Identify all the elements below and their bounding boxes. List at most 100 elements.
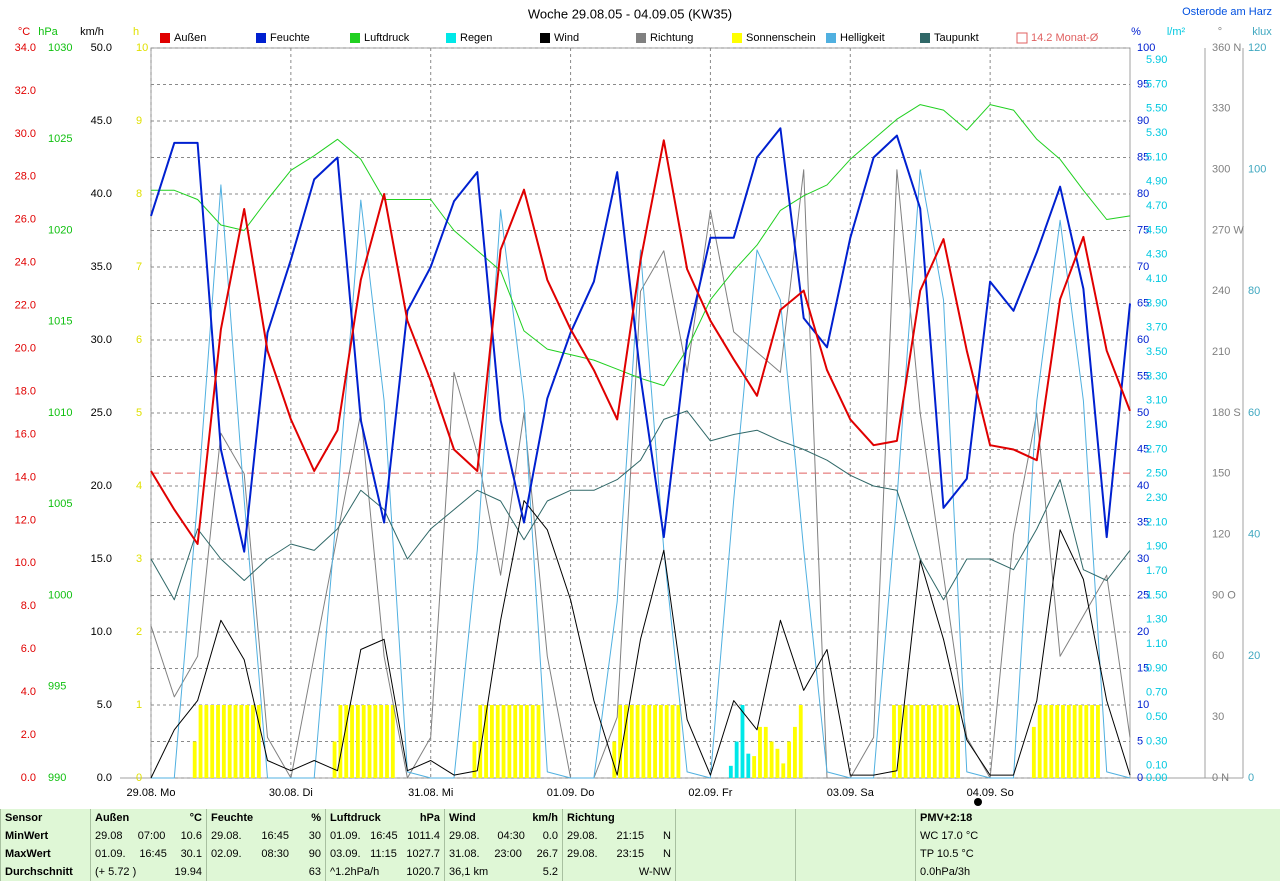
y-tick-label: 20.0 (15, 342, 36, 354)
y-tick-label: 360 N (1212, 42, 1241, 54)
table-cell: MaxWert (0, 845, 91, 863)
series-line (150, 169, 1131, 779)
bar (373, 705, 378, 778)
bar (379, 705, 384, 778)
y-tick-label: 30 (1137, 553, 1149, 565)
cell-content: Durchschnitt (5, 866, 86, 878)
axis-unit: h (133, 26, 139, 38)
bar (676, 705, 681, 778)
bar (367, 705, 372, 778)
y-tick-label: 12.0 (15, 514, 36, 526)
cell-text: % (311, 812, 321, 824)
y-tick-label: 120 (1248, 42, 1266, 54)
bar (781, 763, 786, 778)
bar (641, 705, 646, 778)
bar (513, 705, 518, 778)
y-tick-label: 2.10 (1146, 516, 1167, 528)
bar (338, 705, 343, 778)
y-tick-label: 30 (1212, 711, 1224, 723)
table-cell (795, 863, 916, 881)
bar (927, 705, 931, 778)
cell-content: 31.08. 23:00 26.7 (449, 848, 558, 860)
cell-text: Sensor (5, 812, 43, 824)
x-tick-label: 01.09. Do (547, 787, 595, 799)
cell-text: 23:15 (616, 848, 645, 860)
y-tick-label: 330 (1212, 103, 1230, 115)
y-tick-label: 4.70 (1146, 200, 1167, 212)
legend-swatch (1016, 32, 1028, 44)
cell-text: W-NW (638, 866, 671, 878)
axis-unit: % (1131, 26, 1141, 38)
table-cell: 31.08. 23:00 26.7 (444, 845, 563, 863)
y-tick-label: 1020 (48, 224, 72, 236)
bar (658, 705, 663, 778)
axis-unit: °C (18, 26, 30, 38)
y-tick-label: 14.0 (15, 471, 36, 483)
x-tick-label: 31.08. Mi (408, 787, 453, 799)
cell-content: 01.09. 16:45 30.1 (95, 848, 202, 860)
cell-text: Feuchte (211, 812, 254, 824)
y-tick-label: 16.0 (15, 428, 36, 440)
bar (484, 705, 488, 778)
table-cell (795, 827, 916, 845)
x-tick-label: 02.09. Fr (688, 787, 732, 799)
y-tick-label: 1000 (48, 589, 72, 601)
y-tick-label: 6 (136, 334, 142, 346)
bar (192, 741, 197, 778)
bar (344, 705, 349, 778)
table-cell: 29.08. 04:30 0.0 (444, 827, 563, 845)
cell-text: TP 10.5 °C (920, 848, 974, 860)
y-tick-label: 4 (136, 480, 142, 492)
bar (653, 705, 657, 778)
cell-content: MaxWert (5, 848, 86, 860)
y-tick-label: 100 (1137, 42, 1155, 54)
cell-content: WC 17.0 °C (920, 830, 1276, 842)
y-tick-label: 9 (136, 115, 142, 127)
y-tick-label: 2.30 (1146, 492, 1167, 504)
cell-content: 29.08. 21:15 N (567, 830, 671, 842)
table-cell: 29.08. 16:45 30 (206, 827, 326, 845)
table-cell: MinWert (0, 827, 91, 845)
y-tick-label: 4.0 (21, 686, 36, 698)
cell-text: 10.6 (180, 830, 202, 842)
bar (1037, 705, 1042, 778)
cell-content: Feuchte% (211, 812, 321, 824)
table-cell: Richtung (562, 809, 676, 827)
cell-text: 23:00 (494, 848, 522, 860)
bar (1096, 705, 1100, 778)
y-tick-label: 1030 (48, 42, 72, 54)
y-tick-label: 1.70 (1146, 565, 1167, 577)
marker-dot (974, 798, 982, 806)
cell-text: 63 (308, 866, 321, 878)
bar (495, 705, 500, 778)
table-cell: Feuchte% (206, 809, 326, 827)
chart: Woche 29.08.05 - 04.09.05 (KW35) Osterod… (15, 6, 1272, 806)
cell-text: 16:45 (139, 848, 167, 860)
legend-swatch (446, 33, 456, 43)
y-tick-label: 2.50 (1146, 468, 1167, 480)
x-tick-label: 29.08. Mo (127, 787, 176, 799)
y-tick-label: 22.0 (15, 300, 36, 312)
y-tick-label: 0.0 (21, 772, 36, 784)
table-cell: 29.08. 21:15 N (562, 827, 676, 845)
y-tick-label: 1 (136, 699, 142, 711)
series-line (150, 410, 1131, 601)
y-tick-label: 50 (1137, 407, 1149, 419)
y-tick-label: 0.30 (1146, 735, 1167, 747)
y-tick-label: 85 (1137, 151, 1149, 163)
y-tick-label: 3.50 (1146, 346, 1167, 358)
bar (740, 705, 745, 778)
y-tick-label: 0.00 (1146, 772, 1167, 784)
cell-text: Luftdruck (330, 812, 381, 824)
bar (787, 741, 792, 778)
bar (204, 705, 209, 778)
chart-title: Woche 29.08.05 - 04.09.05 (KW35) (528, 6, 732, 21)
table-cell (675, 809, 796, 827)
cell-content: 01.09. 16:45 1011.4 (330, 830, 440, 842)
cell-content: W-NW (567, 866, 671, 878)
cell-content: 36,1 km 5.2 (449, 866, 558, 878)
bar (763, 726, 768, 778)
legend-label: Regen (460, 32, 492, 44)
cell-text: WC 17.0 °C (920, 830, 979, 842)
bar (1061, 705, 1065, 778)
